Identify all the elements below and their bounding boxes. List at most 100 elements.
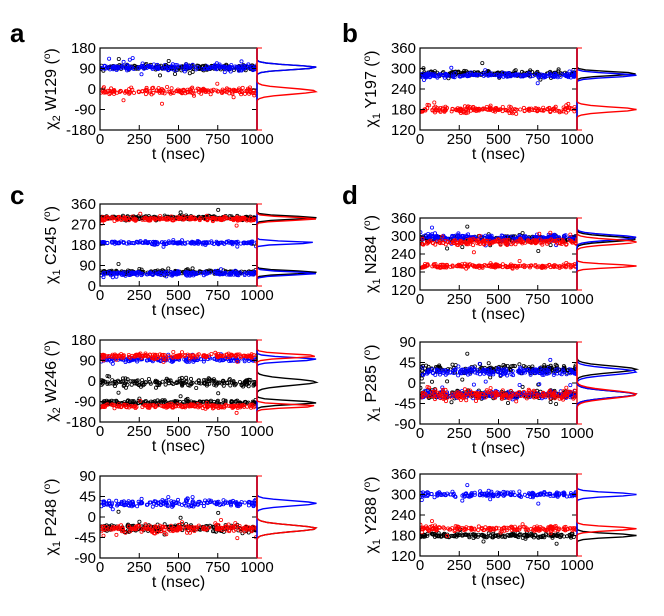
y-tick-label: 180 xyxy=(391,102,416,119)
data-point xyxy=(552,232,557,237)
data-point xyxy=(430,108,435,113)
data-point xyxy=(158,399,163,404)
y-tick-label: 120 xyxy=(391,282,416,299)
data-point xyxy=(190,403,195,408)
data-point xyxy=(471,263,476,268)
data-point xyxy=(245,404,250,409)
data-point xyxy=(505,363,510,368)
data-point xyxy=(128,403,133,408)
hist-curve-blue xyxy=(576,48,637,130)
data-point xyxy=(489,263,494,268)
data-point xyxy=(508,262,513,267)
data-point xyxy=(227,240,232,245)
data-point xyxy=(436,264,441,269)
data-point xyxy=(505,373,510,378)
data-point xyxy=(233,271,238,276)
data-point xyxy=(506,395,511,400)
data-point xyxy=(185,352,190,357)
data-point xyxy=(465,351,470,356)
data-point xyxy=(451,74,456,79)
data-point xyxy=(147,90,152,95)
data-point xyxy=(471,365,476,370)
data-point xyxy=(475,107,480,112)
data-point xyxy=(497,367,502,372)
x-tick-label: 0 xyxy=(416,291,424,308)
data-point xyxy=(137,270,142,275)
data-point xyxy=(471,250,476,255)
data-point xyxy=(162,63,167,68)
data-point xyxy=(566,75,571,80)
data-point xyxy=(235,244,240,249)
data-point xyxy=(455,264,460,269)
scatter-points-c1 xyxy=(100,207,257,280)
data-point xyxy=(500,239,505,244)
data-point xyxy=(212,525,217,530)
x-tick-label: 1000 xyxy=(240,423,273,440)
data-point xyxy=(445,239,450,244)
data-point xyxy=(456,231,461,236)
data-point xyxy=(560,72,565,77)
data-point xyxy=(216,404,221,409)
data-point xyxy=(522,108,527,113)
data-point xyxy=(573,73,577,78)
data-point xyxy=(161,359,166,364)
data-point xyxy=(165,85,170,90)
data-point xyxy=(514,399,519,404)
x-axis-label: t (nsec) xyxy=(152,438,205,455)
y-tick-label: 360 xyxy=(391,40,416,57)
data-point xyxy=(197,399,202,404)
data-point xyxy=(130,379,135,384)
data-point xyxy=(190,69,195,74)
data-point xyxy=(437,364,442,369)
data-point xyxy=(518,263,523,268)
data-point xyxy=(216,391,221,396)
data-point xyxy=(162,532,167,537)
data-point xyxy=(427,239,432,244)
data-point xyxy=(162,404,167,409)
data-point xyxy=(521,239,526,244)
data-point xyxy=(521,389,526,394)
data-point xyxy=(147,270,152,275)
data-point xyxy=(183,91,188,96)
data-point xyxy=(178,210,183,215)
data-point xyxy=(545,368,550,373)
data-point xyxy=(548,357,553,362)
plot-frame-d2 xyxy=(419,341,578,425)
data-point xyxy=(488,386,493,391)
y-tick-label: -90 xyxy=(394,416,416,433)
data-point xyxy=(236,68,241,73)
data-point xyxy=(211,65,216,70)
data-point xyxy=(164,217,169,222)
y-tick-label: 180 xyxy=(71,40,96,57)
data-point xyxy=(112,406,117,411)
y-tick-label: -90 xyxy=(74,394,96,411)
data-point xyxy=(432,110,437,115)
x-tick-label: 750 xyxy=(525,291,550,308)
data-point xyxy=(444,72,449,77)
data-point xyxy=(219,216,224,221)
data-point xyxy=(191,91,196,96)
data-point xyxy=(500,391,505,396)
data-point xyxy=(239,500,244,505)
data-point xyxy=(128,379,133,384)
data-point xyxy=(508,388,513,393)
data-point xyxy=(166,266,171,271)
data-point xyxy=(458,238,463,243)
data-point xyxy=(560,394,565,399)
data-point xyxy=(558,237,563,242)
data-point xyxy=(127,241,132,246)
data-point xyxy=(453,367,458,372)
data-point xyxy=(435,390,440,395)
data-point xyxy=(547,71,552,76)
data-point xyxy=(189,239,194,244)
data-point xyxy=(427,394,432,399)
data-point xyxy=(211,378,216,383)
data-point xyxy=(105,64,110,69)
data-point xyxy=(115,404,120,409)
data-point xyxy=(140,89,145,94)
data-point xyxy=(445,379,450,384)
data-point xyxy=(437,240,442,245)
data-point xyxy=(113,379,118,384)
y-tick-label: 270 xyxy=(71,217,96,234)
